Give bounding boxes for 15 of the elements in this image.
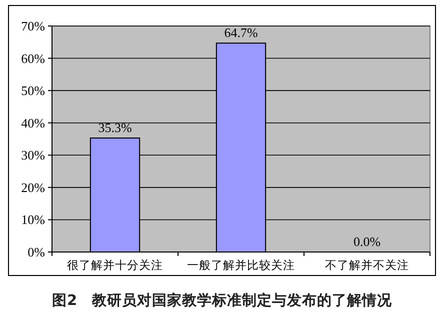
data-label: 64.7% <box>224 25 258 40</box>
text: 图2 教研员对国家教学标准制定与发布的了解情况 <box>52 291 394 309</box>
data-label: 35.3% <box>98 120 132 136</box>
y-tick-label: 0% <box>28 244 46 260</box>
y-tick-label: 30% <box>21 148 46 163</box>
x-tick-label: 一般了解并比较关注 <box>187 258 295 272</box>
y-tick-label: 50% <box>21 83 46 98</box>
data-label: 0.0% <box>353 234 381 249</box>
x-tick-label: 不了解并不关注 <box>325 258 409 272</box>
x-tick-label: 很了解并十分关注 <box>67 258 163 272</box>
y-tick-label: 20% <box>21 180 46 195</box>
y-tick-label: 60% <box>21 50 46 66</box>
y-tick-label: 10% <box>21 212 46 228</box>
y-tick-label: 40% <box>21 115 46 130</box>
y-tick-label: 70% <box>21 18 46 34</box>
